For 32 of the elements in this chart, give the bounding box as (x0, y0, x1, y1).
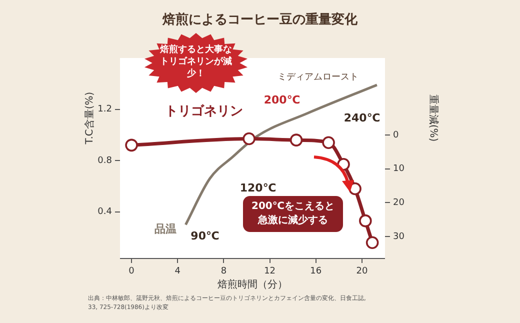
annotation: 90℃ (190, 230, 220, 242)
x-tick-label: 4 (174, 266, 181, 277)
annotation: 240℃ (344, 112, 380, 124)
point (366, 236, 379, 250)
annotation: 120℃ (240, 182, 276, 194)
y2-tick-label: 20 (393, 198, 405, 208)
x-tick-label: 8 (220, 266, 227, 277)
annotation: ミディアムロースト (278, 72, 358, 84)
point (125, 138, 138, 152)
y-axis-title: T.C含量(%) (84, 92, 96, 146)
point (322, 136, 335, 150)
y2-axis-title: 重量減(%) (427, 94, 440, 142)
y2-tick-label: 10 (393, 164, 405, 174)
annotation: 200℃ (264, 94, 300, 106)
y-tick-label: 0.4 (98, 207, 112, 218)
y-tick-label: 1.2 (98, 104, 112, 115)
point (290, 134, 303, 146)
series-label: トリゴネリン (165, 104, 244, 120)
point (242, 132, 256, 146)
y2-tick-label: 0 (393, 130, 399, 140)
y-tick-label: 0.8 (98, 156, 112, 166)
x-tick-label: 16 (310, 266, 322, 277)
x-tick-label: 0 (128, 266, 135, 277)
series-label: 品温 (154, 222, 177, 236)
y2-tick-label: 30 (393, 232, 405, 242)
x-axis-title: 焙煎時間（分） (218, 278, 288, 291)
x-tick-label: 20 (356, 266, 368, 277)
chart-title: 焙煎によるコーヒー豆の重量変化 (162, 11, 358, 28)
annotation: 焙煎すると大事なトリゴネリンが減少！ (159, 44, 233, 80)
point (359, 214, 372, 228)
x-tick-label: 12 (264, 266, 276, 277)
annotation: 200℃をこえると急激に減少する (243, 196, 343, 232)
